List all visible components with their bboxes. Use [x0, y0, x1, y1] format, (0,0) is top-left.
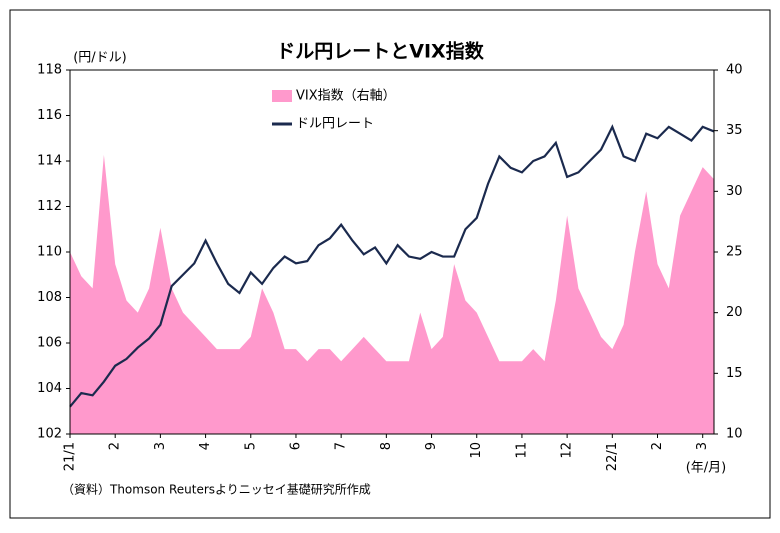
x-tick-label: 11 — [514, 442, 529, 459]
x-tick-label: 3 — [153, 442, 168, 450]
y-tick-label: 112 — [37, 199, 62, 214]
x-tick-label: 10 — [469, 442, 484, 459]
legend-label: VIX指数（右軸） — [296, 89, 396, 104]
y2-tick-label: 20 — [726, 305, 743, 320]
y-tick-label: 116 — [37, 108, 62, 123]
y-tick-label: 102 — [37, 427, 62, 442]
legend-swatch — [272, 90, 292, 102]
x-tick-label: 6 — [288, 442, 303, 450]
y2-tick-label: 15 — [726, 366, 743, 381]
x-tick-label: 12 — [560, 442, 575, 459]
chart-title: ドル円レートとVIX指数 — [276, 40, 484, 63]
vix-area — [70, 154, 714, 434]
x-tick-label: 5 — [243, 442, 258, 450]
y-tick-label: 114 — [37, 154, 62, 169]
x-tick-label: 21/1 — [63, 442, 78, 471]
y2-tick-label: 40 — [726, 63, 743, 78]
x-tick-label: 7 — [334, 442, 349, 450]
x-tick-label: 4 — [198, 442, 213, 450]
y-tick-label: 110 — [37, 245, 62, 260]
y2-tick-label: 35 — [726, 123, 743, 138]
legend-label: ドル円レート — [296, 117, 374, 132]
x-tick-label: 22/1 — [605, 442, 620, 471]
y2-tick-label: 10 — [726, 427, 743, 442]
x-axis-label: (年/月) — [686, 461, 727, 476]
x-tick-label: 2 — [108, 442, 123, 450]
y-tick-label: 106 — [37, 336, 62, 351]
y-tick-label: 108 — [37, 290, 62, 305]
rate-line — [69, 124, 715, 408]
x-tick-label: 2 — [650, 442, 665, 450]
x-tick-label: 8 — [379, 442, 394, 450]
x-tick-label: 9 — [424, 442, 439, 450]
x-tick-label: 3 — [695, 442, 710, 450]
source-note: （資料）Thomson Reutersよりニッセイ基礎研究所作成 — [62, 482, 371, 497]
y-tick-label: 118 — [37, 63, 62, 78]
y2-tick-label: 30 — [726, 184, 743, 199]
y2-tick-label: 25 — [726, 245, 743, 260]
y-tick-label: 104 — [37, 381, 62, 396]
y-axis-label: (円/ドル) — [73, 51, 127, 66]
